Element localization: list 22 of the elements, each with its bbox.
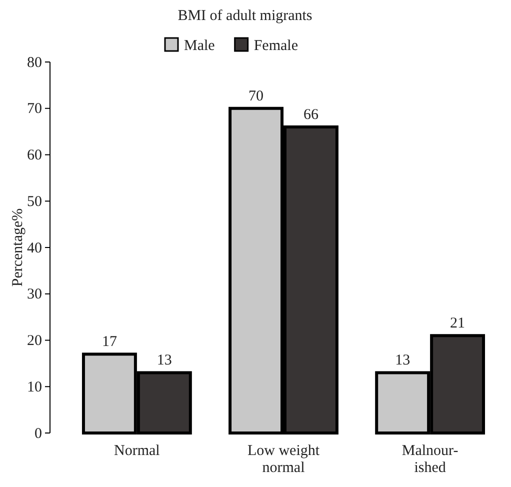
x-tick-label: Malnour-ished (402, 443, 458, 476)
legend-label: Female (254, 38, 298, 54)
data-label: 13 (156, 352, 172, 369)
data-label: 13 (395, 352, 410, 369)
y-tick-label: 80 (27, 54, 42, 71)
y-tick-label: 60 (27, 148, 42, 164)
y-tick-label: 0 (34, 426, 42, 442)
x-tick-label: Normal (114, 443, 160, 459)
chart-title: BMI of adult migrants (178, 8, 312, 24)
y-axis-title: Percentage% (10, 208, 26, 287)
y-tick-label: 50 (27, 194, 42, 210)
data-label: 66 (303, 106, 319, 123)
y-tick-label: 30 (27, 286, 42, 303)
y-tick-label: 40 (27, 240, 42, 256)
legend-label: Male (184, 38, 216, 54)
data-label: 17 (102, 334, 118, 350)
x-tick-label: Low weight normal (247, 443, 320, 476)
data-label: 21 (450, 316, 466, 332)
y-tick-label: 70 (27, 101, 42, 118)
y-tick-label: 20 (27, 333, 42, 350)
data-label: 70 (248, 88, 264, 104)
y-tick-label: 10 (27, 379, 42, 396)
